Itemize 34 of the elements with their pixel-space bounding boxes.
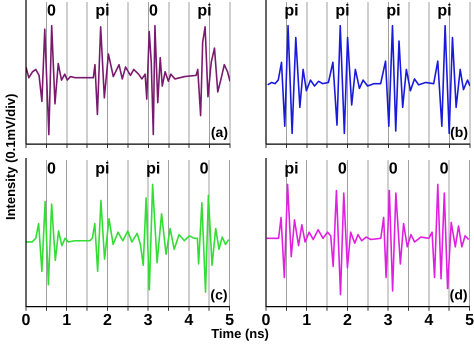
x-tick-label: 2 bbox=[102, 312, 112, 329]
x-axis-title: Time (ns) bbox=[211, 326, 269, 341]
x-tick-label: 3 bbox=[144, 312, 153, 329]
text: 0 bbox=[338, 160, 347, 178]
x-tick-label: 5 bbox=[225, 312, 234, 329]
y-axis-title: Intensity (0.1mV/div) bbox=[3, 92, 18, 222]
text: pi bbox=[284, 2, 299, 20]
text: pi bbox=[95, 160, 110, 178]
x-tick-label: 0 bbox=[262, 312, 271, 329]
x-tick-label: 5 bbox=[465, 312, 474, 329]
text: pi bbox=[284, 160, 299, 178]
annotation: (a) bbox=[210, 124, 228, 140]
x-tick-label: 1 bbox=[302, 312, 312, 329]
text: pi bbox=[146, 160, 160, 178]
text: pi bbox=[95, 2, 110, 20]
text: pi bbox=[335, 2, 350, 20]
text: 0 bbox=[388, 160, 398, 178]
x-tick-label: 4 bbox=[184, 312, 194, 329]
text: pi bbox=[437, 2, 452, 20]
annotation: (d) bbox=[450, 286, 468, 303]
text: pi bbox=[197, 2, 212, 20]
x-tick-label: 2 bbox=[342, 312, 352, 329]
x-tick-label: 1 bbox=[62, 312, 72, 329]
x-tick-label: 0 bbox=[22, 312, 31, 329]
text: 0 bbox=[200, 160, 209, 178]
annotation: (c) bbox=[210, 286, 228, 303]
text: pi bbox=[386, 2, 401, 20]
x-tick-label: 3 bbox=[384, 312, 393, 329]
text: 0 bbox=[46, 160, 56, 178]
text: 0 bbox=[149, 2, 158, 20]
x-tick-label: 4 bbox=[424, 312, 434, 329]
annotation: (b) bbox=[450, 124, 468, 140]
text: 0 bbox=[47, 2, 56, 20]
text: 0 bbox=[440, 160, 449, 178]
